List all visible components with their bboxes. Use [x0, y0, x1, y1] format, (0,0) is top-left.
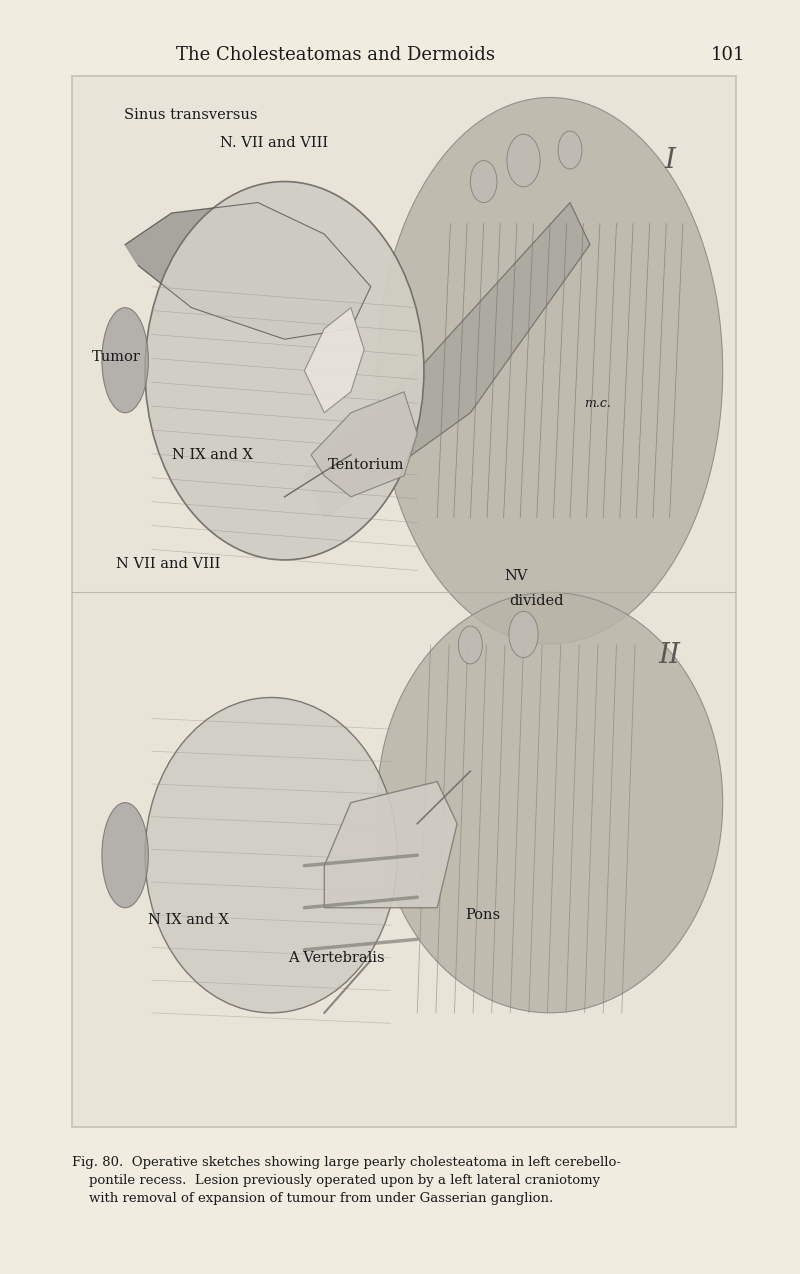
Text: Fig. 80.  Operative sketches showing large pearly cholesteatoma in left cerebell: Fig. 80. Operative sketches showing larg… — [72, 1156, 621, 1204]
Circle shape — [458, 626, 482, 664]
Text: I: I — [664, 147, 675, 175]
Text: Sinus transversus: Sinus transversus — [124, 108, 258, 121]
Text: II: II — [658, 642, 681, 669]
Polygon shape — [304, 203, 590, 519]
Text: divided: divided — [510, 595, 564, 608]
Ellipse shape — [145, 181, 424, 561]
Text: m.c.: m.c. — [584, 397, 611, 410]
FancyBboxPatch shape — [72, 76, 736, 1127]
Circle shape — [470, 161, 497, 203]
Text: 101: 101 — [710, 46, 746, 64]
Text: The Cholesteatomas and Dermoids: The Cholesteatomas and Dermoids — [177, 46, 495, 64]
Text: N VII and VIII: N VII and VIII — [116, 558, 220, 571]
Ellipse shape — [102, 803, 148, 907]
Text: A Vertebralis: A Vertebralis — [288, 952, 385, 964]
Text: Pons: Pons — [466, 908, 501, 921]
Text: N IX and X: N IX and X — [148, 913, 229, 926]
Polygon shape — [324, 781, 457, 907]
Ellipse shape — [102, 308, 148, 413]
Ellipse shape — [378, 97, 722, 645]
Polygon shape — [304, 308, 364, 413]
Text: NV: NV — [504, 569, 527, 582]
Polygon shape — [311, 392, 418, 497]
Text: Tumor: Tumor — [92, 350, 141, 363]
Circle shape — [507, 134, 540, 187]
Text: Tentorium: Tentorium — [328, 459, 405, 471]
Ellipse shape — [378, 592, 722, 1013]
Circle shape — [558, 131, 582, 169]
Text: N. VII and VIII: N. VII and VIII — [220, 136, 328, 149]
Ellipse shape — [145, 697, 398, 1013]
Circle shape — [509, 612, 538, 657]
Text: N IX and X: N IX and X — [172, 448, 253, 461]
Polygon shape — [125, 203, 371, 339]
